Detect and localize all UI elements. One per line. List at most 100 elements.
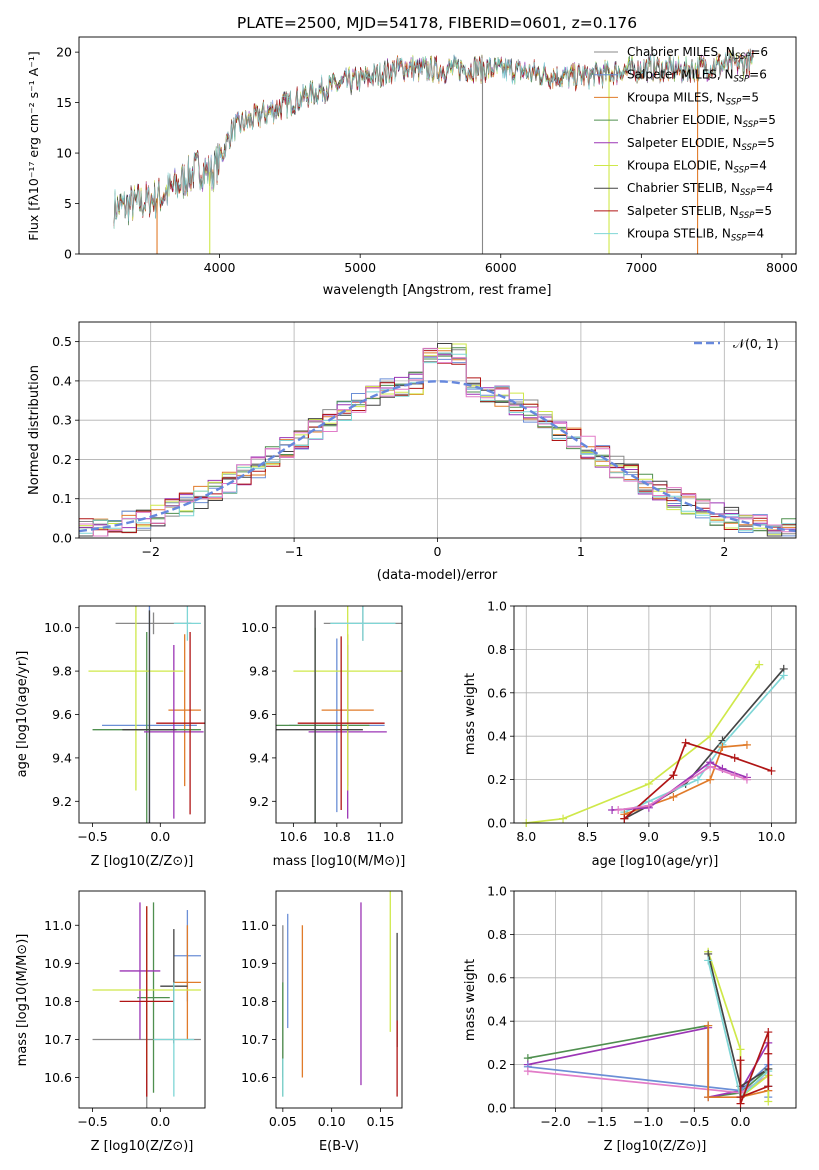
spectrum-series — [113, 49, 754, 230]
x-axis-label: age [log10(age/yr)] — [592, 854, 719, 869]
data-point — [693, 775, 702, 784]
y-tick-label: 9.4 — [249, 750, 269, 765]
series-line — [707, 953, 769, 1088]
y-axis-label: mass [log10(M/M⊙)] — [15, 934, 30, 1067]
data-point — [755, 660, 764, 669]
y-tick-label: 0.5 — [52, 334, 72, 349]
y-tick-label: 11.0 — [44, 918, 72, 933]
data-point — [704, 1021, 713, 1030]
x-tick-label: 6000 — [485, 260, 517, 275]
legend-entry: Kroupa MILES, NSSP=5 — [627, 90, 759, 107]
histogram-series — [79, 347, 796, 538]
x-tick-label: 0.0 — [150, 1114, 170, 1129]
y-tick-label: 0.0 — [487, 816, 507, 831]
legend-entry: Chabrier MILES, NSSP=6 — [627, 45, 768, 62]
x-axis-label: wavelength [Angstrom, rest frame] — [323, 283, 552, 298]
gaussian-curve — [79, 380, 796, 533]
data-point — [742, 740, 751, 749]
y-tick-label: 0.4 — [487, 729, 507, 744]
y-tick-label: 9.4 — [52, 750, 72, 765]
data-point — [620, 814, 629, 823]
y-tick-label: 0.1 — [52, 491, 72, 506]
y-tick-label: 0.3 — [52, 413, 72, 428]
axes-frame — [78, 321, 797, 539]
data-point — [644, 801, 653, 810]
error-bars — [92, 902, 201, 1108]
data-point — [730, 771, 739, 780]
x-tick-label: −0.5 — [679, 1114, 709, 1129]
x-axis-label: (data-model)/error — [377, 568, 498, 583]
legend-entry: 𝒩(0, 1) — [733, 336, 779, 351]
x-tick-label: 10.6 — [279, 829, 307, 844]
y-tick-label: 10.9 — [44, 956, 72, 971]
y-tick-label: 0 — [64, 247, 72, 262]
error-bars — [276, 606, 402, 823]
y-tick-label: 10.6 — [44, 1070, 72, 1085]
x-tick-label: 7000 — [625, 260, 657, 275]
spectrum-panel: 4000 5000 6000 7000 8000 0 5 10 15 20 Chabrier MIL… — [56, 36, 798, 275]
data-point — [704, 1093, 713, 1102]
x-tick-label: −1.5 — [587, 1114, 617, 1129]
z-mass-panel: −0.5 0.0 10.6 10.7 10.8 10.9 11.0 — [44, 890, 206, 1129]
y-tick-label: 0.0 — [487, 1101, 507, 1116]
x-tick-label: 0 — [434, 544, 442, 559]
x-tick-label: −1.0 — [633, 1114, 663, 1129]
data-point — [736, 1056, 745, 1065]
data-point — [764, 1028, 773, 1037]
x-tick-label: −0.5 — [77, 829, 107, 844]
y-tick-label: 0.6 — [487, 970, 507, 985]
y-tick-label: 1.0 — [487, 884, 507, 899]
x-tick-label: 4000 — [204, 260, 236, 275]
x-tick-label: 11.0 — [366, 829, 394, 844]
data-point — [669, 792, 678, 801]
y-tick-label: 0.6 — [487, 685, 507, 700]
y-tick-label: 20 — [56, 45, 72, 60]
y-axis-label: mass weight — [463, 673, 478, 755]
series-line — [623, 668, 785, 820]
data-point — [706, 775, 715, 784]
axes-frame — [513, 890, 797, 1109]
axes-frame — [78, 605, 206, 824]
data-point — [767, 766, 776, 775]
axes-frame — [275, 605, 403, 824]
y-tick-label: 10.8 — [241, 994, 269, 1009]
y-tick-label: 0.8 — [487, 927, 507, 942]
y-tick-label: 9.8 — [52, 664, 72, 679]
legend-entry: Kroupa STELIB, NSSP=4 — [627, 227, 764, 244]
axes-frame — [78, 890, 206, 1109]
y-tick-label: 10.0 — [44, 620, 72, 635]
x-tick-label: 2 — [720, 544, 728, 559]
x-tick-label: 9.0 — [639, 829, 659, 844]
x-axis-label: Z [log10(Z/Z⊙)] — [604, 1139, 707, 1154]
y-tick-label: 10.6 — [241, 1070, 269, 1085]
x-axis-label: E(B-V) — [319, 1139, 359, 1154]
y-tick-label: 11.0 — [241, 918, 269, 933]
z-weight-panel: −2.0 −1.5 −1.0 −0.5 0.0 0.0 0.2 0.4 0.6 0.8 1.0 — [487, 884, 797, 1129]
x-tick-label: −2 — [141, 544, 159, 559]
legend-entry: Kroupa ELODIE, NSSP=4 — [627, 159, 767, 176]
error-bars — [88, 606, 205, 823]
y-axis-label: Normed distribution — [27, 365, 42, 495]
legend-entry: Salpeter ELODIE, NSSP=5 — [627, 136, 775, 153]
x-tick-label: 0.10 — [318, 1114, 346, 1129]
legend-entry: Salpeter STELIB, NSSP=5 — [627, 204, 772, 221]
x-tick-label: 0.0 — [150, 829, 170, 844]
x-tick-label: 8.0 — [516, 829, 536, 844]
data-point — [644, 779, 653, 788]
y-axis-label: age [log10(age/yr)] — [15, 651, 30, 778]
y-tick-label: 0.2 — [487, 1057, 507, 1072]
data-point — [614, 805, 623, 814]
data-point — [681, 738, 690, 747]
x-tick-label: 8000 — [766, 260, 798, 275]
x-axis-label: Z [log10(Z/Z⊙)] — [91, 1139, 194, 1154]
y-axis-label: Flux [fλ10⁻¹⁷ erg cm⁻² s⁻¹ A⁻¹] — [26, 51, 41, 240]
y-axis-label: mass weight — [463, 959, 478, 1041]
x-tick-label: 10.8 — [323, 829, 351, 844]
data-point — [764, 1049, 773, 1058]
z-age-panel: −0.5 0.0 9.2 9.4 9.6 9.8 10.0 — [44, 605, 206, 844]
error-bars — [282, 891, 398, 1097]
y-tick-label: 1.0 — [487, 599, 507, 614]
y-tick-label: 0.4 — [52, 373, 72, 388]
x-axis-label: mass [log10(M/M⊙)] — [273, 854, 406, 869]
ebv-mass-panel: 0.05 0.10 0.15 10.6 10.7 10.8 10.9 11.0 — [241, 890, 403, 1129]
